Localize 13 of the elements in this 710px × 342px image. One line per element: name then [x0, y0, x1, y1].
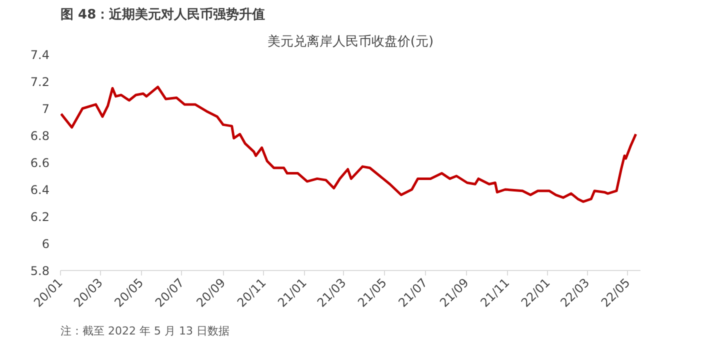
y-tick-label: 6.6 — [30, 156, 50, 170]
y-tick-label: 6.8 — [30, 129, 50, 143]
chart-subtitle: 美元兑离岸人民币收盘价(元) — [267, 34, 434, 50]
text: 注：截至 2022 年 5 月 13 日数据 — [60, 324, 230, 338]
y-tick-label: 6 — [42, 237, 50, 251]
y-tick-label: 6.2 — [30, 210, 50, 224]
y-tick-label: 6.4 — [30, 183, 50, 197]
chart-title: 图 48：近期美元对人民币强势升值 — [60, 6, 266, 22]
y-tick-label: 7.2 — [30, 75, 50, 89]
y-tick-label: 5.8 — [30, 264, 50, 278]
y-tick-label: 7.4 — [30, 48, 50, 62]
y-tick-label: 7 — [42, 102, 50, 116]
line-series — [60, 86, 638, 203]
